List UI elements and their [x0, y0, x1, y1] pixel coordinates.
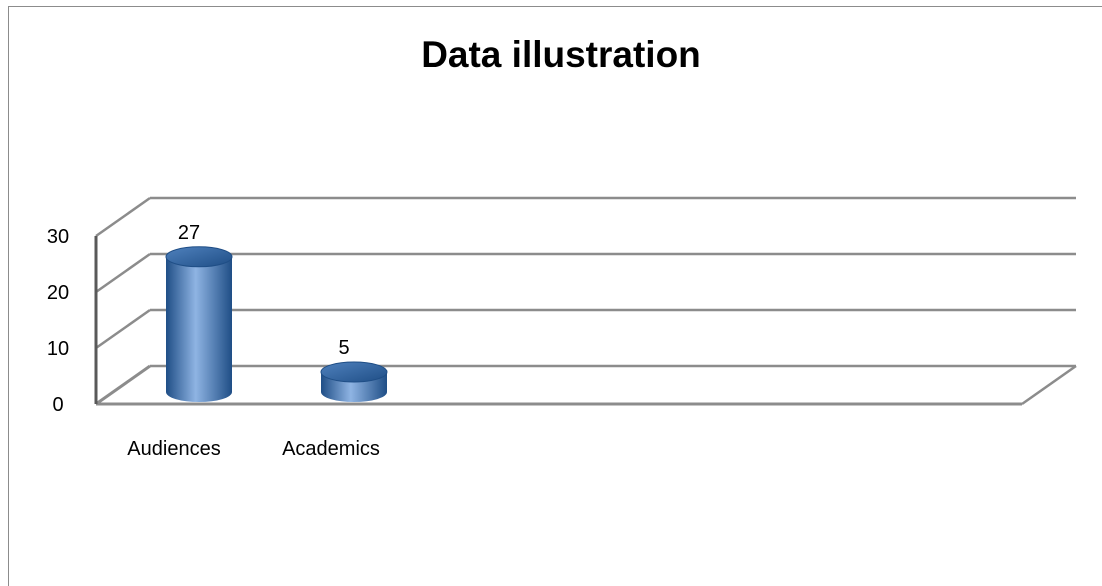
bar-top — [320, 361, 388, 383]
bar-audiences — [165, 246, 233, 402]
gridline-side — [95, 196, 151, 238]
x-tick-label: Academics — [282, 438, 380, 460]
gridline-side — [95, 364, 151, 406]
y-tick-label: 20 — [47, 282, 69, 304]
gridline-side — [95, 308, 151, 350]
bar-top — [165, 246, 233, 268]
y-tick-label: 30 — [47, 226, 69, 248]
chart-frame — [8, 6, 1102, 586]
x-tick-label: Audiences — [127, 438, 220, 460]
labels: 0 10 20 30 27 Audiences 5 Academics — [47, 222, 380, 460]
chart-plot-area: 0 10 20 30 27 Audiences 5 Academics — [47, 196, 1077, 460]
gridline-side — [95, 252, 151, 294]
bar-academics — [320, 361, 388, 402]
y-tick-label: 10 — [47, 338, 69, 360]
data-label: 27 — [178, 222, 200, 244]
floor-right-edge — [1021, 364, 1077, 406]
chart-title: Data illustration — [421, 34, 701, 75]
bars — [165, 246, 388, 402]
bar-body — [166, 256, 232, 402]
y-tick-label: 0 — [52, 394, 63, 416]
gridlines — [95, 196, 1077, 406]
data-label: 5 — [338, 337, 349, 359]
